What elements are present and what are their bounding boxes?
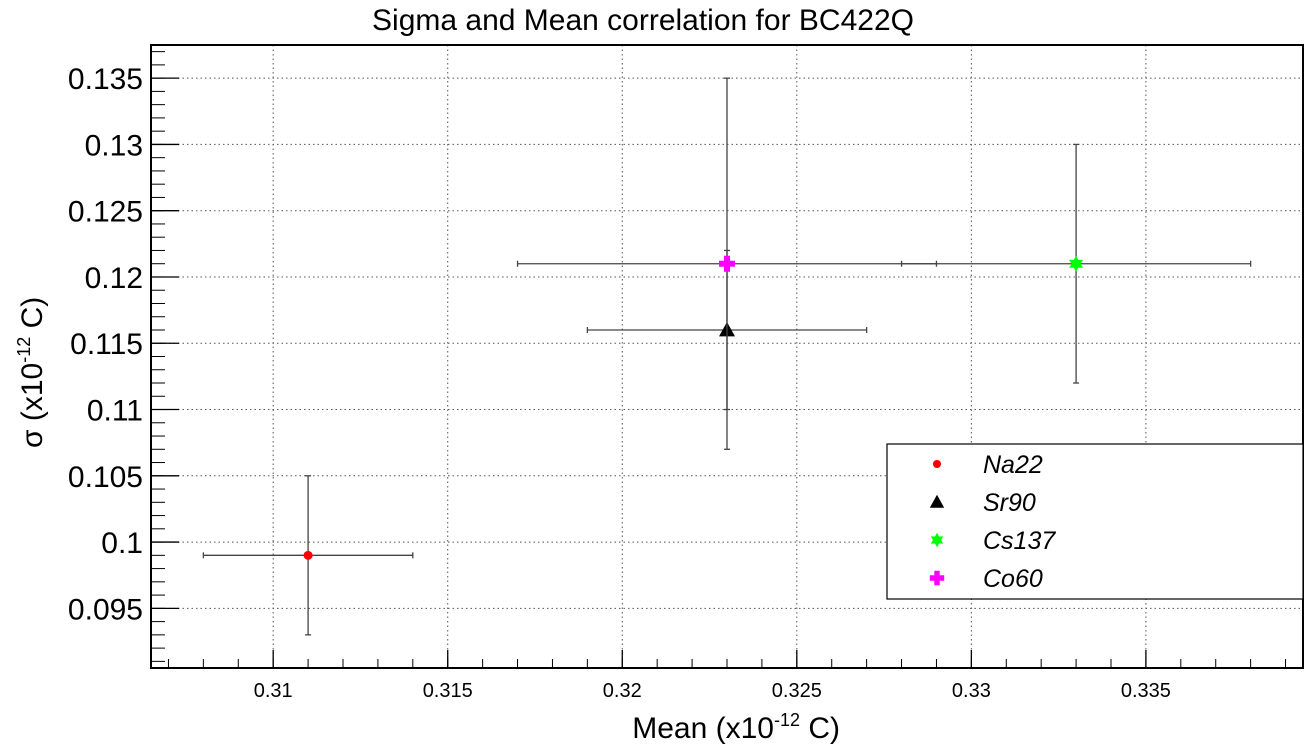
y-tick-label: 0.135 [68, 63, 143, 96]
legend-label: Sr90 [983, 489, 1036, 517]
legend-label: Cs137 [983, 527, 1056, 555]
legend-entry-cs137: Cs137 [930, 527, 1056, 555]
y-tick-label: 0.125 [68, 196, 143, 229]
axis-ticks [151, 51, 1287, 668]
legend-box [886, 443, 1304, 600]
y-tick-label: 0.095 [68, 593, 143, 626]
x-tick-label: 0.335 [1121, 680, 1171, 702]
y-tick-label: 0.115 [70, 328, 143, 361]
legend-label: Na22 [983, 451, 1043, 479]
legend-marker-co60 [929, 570, 945, 586]
plot-frame [150, 44, 1304, 669]
x-tick-label: 0.315 [423, 680, 473, 702]
legend-entry-sr90: Sr90 [929, 489, 1036, 517]
x-axis-label: Mean (x10-12 C) [632, 710, 840, 745]
legend-marker-cs137 [930, 532, 944, 548]
y-tick-labels: 0.095 0.1 0.105 0.11 0.115 0.12 0.125 0.13 0.135 [68, 63, 143, 626]
data-series [202, 77, 1252, 636]
x-tick-label: 0.325 [772, 680, 822, 702]
x-tick-labels: 0.31 0.315 0.32 0.325 0.33 0.335 [254, 680, 1171, 702]
series-na22 [202, 475, 414, 636]
legend-marker-sr90 [929, 494, 945, 508]
data-point-cs137 [1069, 255, 1084, 272]
legend-entry-co60: Co60 [929, 565, 1043, 593]
y-axis-label: σ (x10-12 C) [14, 297, 49, 448]
y-tick-label: 0.1 [101, 527, 143, 560]
legend-entry-na22: Na22 [932, 451, 1043, 479]
series-co60 [516, 77, 938, 411]
y-tick-label: 0.11 [87, 395, 143, 428]
legend-label: Co60 [983, 565, 1043, 593]
y-tick-label: 0.12 [85, 262, 143, 295]
legend: Na22 Sr90 Cs137 Co60 [886, 443, 1304, 600]
x-tick-label: 0.32 [603, 680, 642, 702]
chart-title: Sigma and Mean correlation for BC422Q [372, 4, 914, 37]
legend-marker-na22 [932, 459, 942, 469]
data-point-na22 [303, 550, 313, 560]
series-cs137 [900, 143, 1252, 384]
x-tick-label: 0.31 [254, 680, 293, 702]
data-point-co60 [719, 255, 735, 272]
y-tick-label: 0.105 [68, 461, 143, 494]
y-tick-label: 0.13 [85, 129, 143, 162]
x-tick-label: 0.33 [952, 680, 991, 702]
